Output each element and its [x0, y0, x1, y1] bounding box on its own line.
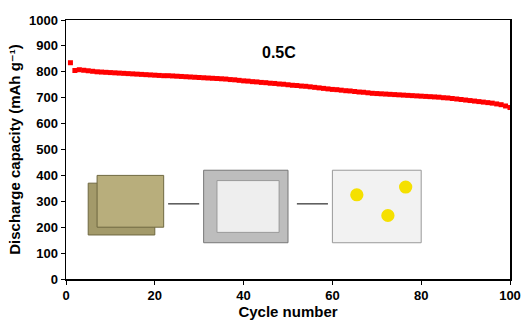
svg-text:100: 100 [36, 246, 58, 261]
svg-text:600: 600 [36, 116, 58, 131]
svg-text:500: 500 [36, 142, 58, 157]
svg-text:20: 20 [148, 288, 162, 303]
svg-text:1000: 1000 [29, 13, 58, 28]
svg-text:800: 800 [36, 64, 58, 79]
svg-text:0: 0 [62, 288, 69, 303]
svg-text:0.5C: 0.5C [262, 44, 296, 61]
svg-text:Cycle number: Cycle number [238, 303, 337, 320]
svg-text:Discharge capacity (mAh g⁻¹): Discharge capacity (mAh g⁻¹) [6, 44, 23, 254]
svg-text:200: 200 [36, 220, 58, 235]
svg-text:700: 700 [36, 90, 58, 105]
svg-text:400: 400 [36, 168, 58, 183]
svg-text:900: 900 [36, 38, 58, 53]
svg-text:60: 60 [325, 288, 339, 303]
svg-text:100: 100 [499, 288, 521, 303]
svg-text:80: 80 [414, 288, 428, 303]
svg-text:40: 40 [236, 288, 250, 303]
svg-text:0: 0 [51, 272, 58, 287]
svg-text:300: 300 [36, 194, 58, 209]
